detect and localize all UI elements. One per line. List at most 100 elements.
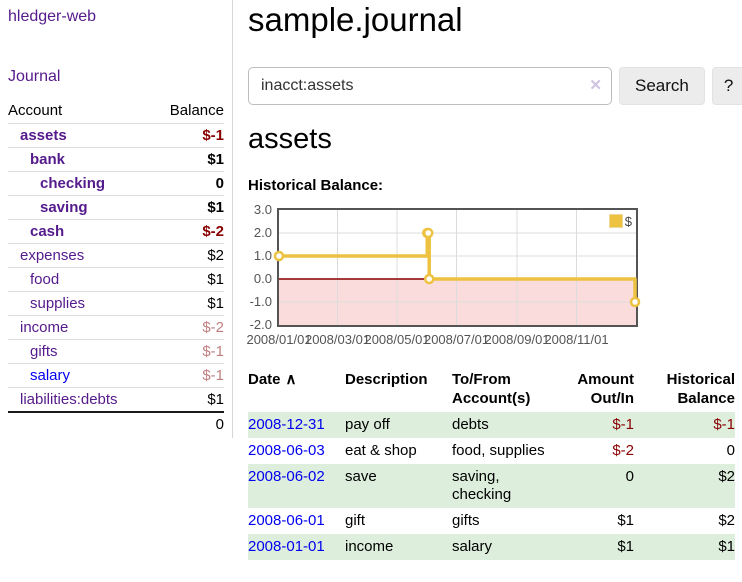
- account-row: saving $1: [8, 195, 224, 220]
- y-tick-label: -2.0: [249, 316, 272, 332]
- transaction-amount: $1: [617, 511, 634, 529]
- x-tick-label: 2008/03/01: [304, 331, 371, 347]
- account-link[interactable]: assets: [20, 127, 67, 144]
- account-link[interactable]: food: [30, 271, 60, 288]
- account-balance: $-1: [152, 363, 224, 388]
- transaction-accounts: saving, checking: [452, 467, 512, 503]
- y-tick-label: -1.0: [249, 293, 272, 309]
- legend-label: $: [624, 213, 632, 229]
- account-balance: $1: [152, 291, 224, 316]
- account-link[interactable]: supplies: [30, 295, 86, 312]
- column-header-amount: Amount Out/In: [577, 370, 634, 407]
- account-balance: $-2: [152, 219, 224, 244]
- account-balance: $1: [152, 387, 224, 412]
- transactions-table: Date ∧ Description To/From Account(s) Amo…: [248, 366, 735, 560]
- account-heading: assets: [248, 122, 332, 155]
- account-link[interactable]: salary: [30, 367, 71, 384]
- transaction-amount: $1: [617, 537, 634, 555]
- transaction-row: 2008-12-31 pay off debts $-1 $-1: [248, 411, 735, 438]
- transaction-description: gift: [345, 511, 366, 529]
- accounts-total-value: 0: [152, 411, 224, 436]
- transaction-accounts: gifts: [452, 511, 480, 529]
- transaction-row: 2008-06-01 gift gifts $1 $2: [248, 508, 735, 534]
- x-tick-label: 2008/09/01: [484, 331, 550, 347]
- account-balance: 0: [152, 171, 224, 196]
- transaction-row: 2008-06-03 eat & shop food, supplies $-2…: [248, 438, 735, 464]
- account-link[interactable]: expenses: [20, 247, 85, 264]
- x-tick-label: 2008/01/01: [246, 331, 312, 347]
- brand-link[interactable]: hledger-web: [8, 8, 97, 25]
- sidebar: hledger-web Journal Account Balance asse…: [0, 0, 233, 438]
- accounts-table-body: assets $-1 bank $1 checking 0 saving $1 …: [8, 123, 224, 412]
- transaction-accounts: salary: [452, 537, 493, 555]
- transaction-date-link[interactable]: 2008-01-01: [248, 537, 325, 555]
- x-tick-label: 2008/05/01: [364, 331, 430, 347]
- transaction-accounts: debts: [452, 415, 489, 433]
- account-row: cash $-2: [8, 219, 224, 244]
- transaction-balance: $1: [718, 537, 735, 555]
- account-link[interactable]: liabilities:debts: [20, 391, 118, 408]
- account-row: expenses $2: [8, 243, 224, 268]
- balance-column-header: Balance: [169, 102, 224, 119]
- y-tick-label: 2.0: [253, 224, 272, 240]
- account-row: assets $-1: [8, 123, 224, 148]
- page-title: sample.journal: [248, 1, 463, 38]
- main-content: sample.journal ✕ Search ? assets Histori…: [246, 0, 742, 560]
- y-tick-label: 0.0: [253, 270, 272, 286]
- transaction-date-link[interactable]: 2008-06-03: [248, 441, 325, 459]
- column-header-accounts: To/From Account(s): [452, 370, 531, 407]
- clear-search-icon[interactable]: ✕: [589, 76, 602, 94]
- accounts-total-row: 0: [8, 411, 224, 436]
- search-button[interactable]: Search: [619, 66, 705, 105]
- account-row: income $-2: [8, 315, 224, 340]
- transaction-description: save: [345, 467, 377, 485]
- transaction-description: eat & shop: [345, 441, 417, 459]
- sidebar-item-journal[interactable]: Journal: [8, 68, 61, 85]
- accounts-column-header: Account: [8, 102, 63, 119]
- column-header-date[interactable]: Date ∧: [248, 370, 297, 388]
- column-header-balance: Historical Balance: [666, 370, 735, 407]
- account-balance: $-1: [152, 339, 224, 364]
- transaction-balance: 0: [726, 441, 735, 459]
- transaction-amount: 0: [625, 467, 634, 485]
- account-row: food $1: [8, 267, 224, 292]
- chart-section-label: Historical Balance:: [248, 176, 384, 194]
- transaction-description: income: [345, 537, 394, 555]
- account-balance: $1: [152, 147, 224, 172]
- account-link[interactable]: cash: [30, 223, 65, 240]
- account-row: checking 0: [8, 171, 224, 196]
- account-link[interactable]: gifts: [30, 343, 58, 360]
- transaction-balance: $2: [718, 467, 735, 485]
- account-link[interactable]: checking: [40, 175, 106, 192]
- search-form: ✕ Search ?: [248, 66, 742, 105]
- transaction-description: pay off: [345, 415, 390, 433]
- transaction-amount: $-1: [612, 415, 634, 433]
- account-link[interactable]: saving: [40, 199, 88, 216]
- historical-balance-chart: 3.0 2.0 1.0 0.0 -1.0 -2.0 $ 2008/01/01 2008/03…: [246, 202, 735, 350]
- transaction-date-link[interactable]: 2008-12-31: [248, 415, 325, 433]
- transaction-row: 2008-06-02 save saving, checking 0 $2: [248, 463, 735, 508]
- help-button[interactable]: ?: [711, 66, 742, 105]
- account-balance: $2: [152, 243, 224, 268]
- accounts-table: Account Balance assets $-1 bank $1 check…: [8, 99, 224, 436]
- transaction-date-link[interactable]: 2008-06-02: [248, 467, 325, 485]
- transaction-accounts: food, supplies: [452, 441, 545, 459]
- account-link[interactable]: bank: [30, 151, 66, 168]
- transaction-balance: $-1: [713, 415, 735, 433]
- account-row: bank $1: [8, 147, 224, 172]
- y-tick-label: 3.0: [253, 201, 272, 217]
- legend-swatch-icon: [608, 214, 623, 229]
- x-tick-label: 2008/07/01: [423, 331, 490, 347]
- search-input[interactable]: [248, 66, 612, 105]
- account-row: supplies $1: [8, 291, 224, 316]
- transactions-table-body: 2008-12-31 pay off debts $-1 $-1 2008-06…: [248, 411, 735, 560]
- account-link[interactable]: income: [20, 319, 69, 336]
- account-row: salary $-1: [8, 363, 224, 388]
- chart-plot-area: $: [273, 207, 641, 327]
- transaction-amount: $-2: [612, 441, 634, 459]
- account-balance: $-1: [152, 123, 224, 148]
- account-row: liabilities:debts $1: [8, 387, 224, 412]
- x-tick-label: 2008/11/01: [544, 331, 609, 347]
- transaction-date-link[interactable]: 2008-06-01: [248, 511, 325, 529]
- account-balance: $1: [152, 195, 224, 220]
